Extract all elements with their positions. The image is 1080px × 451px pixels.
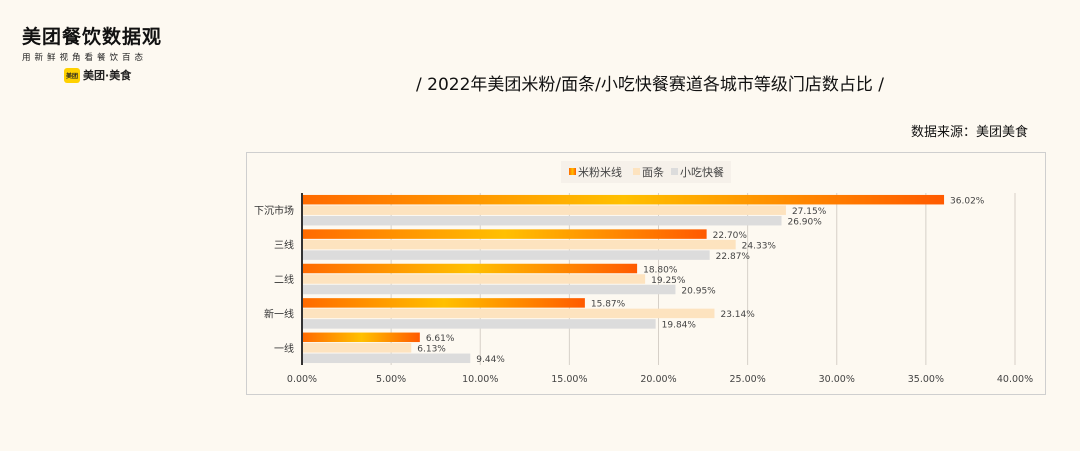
bar <box>303 194 945 205</box>
y-tick-label: 一线 <box>274 342 294 355</box>
x-tick-label: 10.00% <box>462 374 498 385</box>
data-label: 22.87% <box>716 252 751 262</box>
logo: 美团餐饮数据观 用新鲜视角看餐饮百态 美团 美团·美食 <box>22 22 182 83</box>
data-label: 24.33% <box>742 241 777 251</box>
bar <box>303 250 710 260</box>
data-label: 19.84% <box>662 321 697 331</box>
legend-label: 面条 <box>642 165 664 179</box>
y-tick-label: 新一线 <box>264 307 294 320</box>
bar <box>303 239 736 250</box>
y-tick-label: 二线 <box>274 273 294 286</box>
x-tick-label: 5.00% <box>376 374 406 385</box>
chart: 0.00% 5.00% 10.00% 15.00% 20.00% 25.00% 30.00%… <box>246 152 1046 395</box>
x-tick-label: 20.00% <box>640 374 676 385</box>
legend-swatch <box>569 168 576 175</box>
data-source: 数据来源：美团美食 <box>910 125 1028 140</box>
y-tick-label: 三线 <box>274 239 294 252</box>
bar <box>303 343 412 353</box>
bar <box>303 298 585 308</box>
bar-chart: 0.00% 5.00% 10.00% 15.00% 20.00% 25.00% 30.00%… <box>254 161 1033 385</box>
data-label: 15.87% <box>591 300 626 310</box>
data-label: 6.13% <box>417 345 446 355</box>
data-label: 6.61% <box>426 334 455 344</box>
data-label: 19.25% <box>651 276 686 286</box>
data-label: 9.44% <box>476 355 505 365</box>
data-label: 26.90% <box>787 217 822 227</box>
legend-label: 小吃快餐 <box>680 165 724 179</box>
data-label: 22.70% <box>713 231 748 241</box>
x-tick-label: 0.00% <box>287 374 317 385</box>
data-label: 36.02% <box>950 196 985 206</box>
y-tick-label: 下沉市场 <box>254 204 294 217</box>
brand-name: 美团·美食 <box>83 69 132 82</box>
data-label: 27.15% <box>792 207 827 217</box>
logo-title: 美团餐饮数据观 <box>22 26 163 48</box>
x-tick-label: 25.00% <box>730 374 766 385</box>
logo-subtitle: 用新鲜视角看餐饮百态 <box>22 53 148 63</box>
legend-label: 米粉米线 <box>578 165 622 179</box>
legend <box>561 161 731 183</box>
bar <box>303 353 471 364</box>
bar <box>303 263 638 274</box>
x-tick-label: 35.00% <box>908 374 944 385</box>
data-label: 20.95% <box>681 286 716 296</box>
brand-badge: 美团 <box>64 67 81 83</box>
bar <box>303 205 786 215</box>
data-label: 18.80% <box>643 265 678 275</box>
bar <box>303 215 782 226</box>
bar <box>303 332 420 343</box>
legend-swatch <box>671 168 678 175</box>
bar <box>303 308 715 319</box>
bar <box>303 319 656 329</box>
data-label: 23.14% <box>720 310 755 320</box>
bar <box>303 274 646 284</box>
x-tick-label: 40.00% <box>997 374 1033 385</box>
bar <box>303 229 707 239</box>
page-title: / 2022年美团米粉/面条/小吃快餐赛道各城市等级门店数占比 / <box>416 75 884 95</box>
legend-swatch <box>633 168 640 175</box>
brand: 美团 美团·美食 <box>64 67 182 83</box>
x-tick-label: 15.00% <box>551 374 587 385</box>
bar <box>303 284 676 295</box>
x-tick-label: 30.00% <box>819 374 855 385</box>
